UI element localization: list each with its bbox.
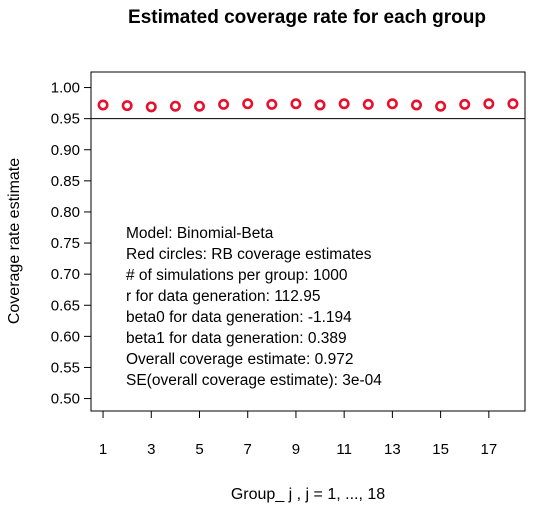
data-point [268, 100, 276, 108]
y-tick-label: 0.55 [51, 359, 80, 376]
x-tick-label: 11 [336, 441, 352, 458]
annotation-line: # of simulations per group: 1000 [126, 267, 348, 284]
y-tick-label: 1.00 [51, 80, 80, 97]
y-tick-label: 0.75 [51, 235, 80, 252]
data-point [195, 102, 203, 110]
x-tick-label: 1 [99, 441, 107, 458]
data-point [485, 100, 493, 108]
annotation-line: Red circles: RB coverage estimates [126, 246, 372, 263]
y-tick-label: 0.50 [51, 391, 80, 408]
annotation-line: Overall coverage estimate: 0.972 [126, 351, 353, 368]
chart-title: Estimated coverage rate for each group [128, 7, 486, 28]
annotation-line: beta1 for data generation: 0.389 [126, 330, 347, 347]
y-tick-label: 0.60 [51, 328, 80, 345]
y-tick-label: 0.95 [51, 111, 80, 128]
data-point [388, 100, 396, 108]
x-tick-label: 15 [432, 441, 449, 458]
y-tick-label: 0.80 [51, 204, 80, 221]
y-axis: 0.50 0.55 0.60 0.65 0.70 0.75 0.80 0.85 0.90 0.95… [51, 80, 91, 408]
x-tick-label: 7 [244, 441, 252, 458]
data-point [219, 100, 227, 108]
x-tick-label: 3 [147, 441, 155, 458]
x-axis-label: Group_ j , j = 1, ..., 18 [231, 486, 385, 503]
annotation-line: SE(overall coverage estimate): 3e-04 [126, 372, 382, 389]
annotation-line: Model: Binomial-Beta [126, 225, 274, 242]
x-tick-label: 5 [195, 441, 203, 458]
data-point [436, 102, 444, 110]
data-point [412, 101, 420, 109]
data-point [340, 100, 348, 108]
x-tick-label: 13 [384, 441, 401, 458]
y-tick-label: 0.70 [51, 266, 80, 283]
data-points [99, 100, 517, 112]
annotation-line: beta0 for data generation: -1.194 [126, 309, 352, 326]
y-tick-label: 0.85 [51, 173, 80, 190]
data-point [244, 100, 252, 108]
x-tick-label: 17 [480, 441, 497, 458]
data-point [292, 100, 300, 108]
data-point [123, 101, 131, 109]
data-point [364, 100, 372, 108]
annotation-block: Model: Binomial-Beta Red circles: RB cove… [126, 225, 382, 389]
data-point [509, 100, 517, 108]
data-point [461, 100, 469, 108]
y-axis-label: Coverage rate estimate [6, 158, 23, 324]
data-point [99, 101, 107, 109]
data-point [171, 102, 179, 110]
data-point [147, 103, 155, 111]
y-tick-label: 0.90 [51, 142, 80, 159]
y-tick-label: 0.65 [51, 297, 80, 314]
x-tick-label: 9 [292, 441, 300, 458]
annotation-line: r for data generation: 112.95 [126, 288, 320, 305]
data-point [316, 101, 324, 109]
x-axis: 1 3 5 7 9 11 13 15 17 [99, 411, 497, 458]
